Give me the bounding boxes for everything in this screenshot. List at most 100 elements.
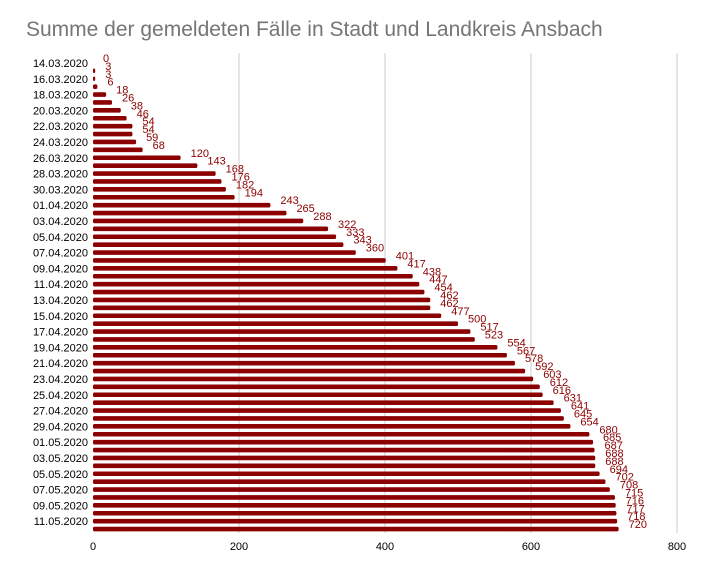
data-label-47: 680 [599, 424, 617, 436]
category-label-48: 01.05.2020 [33, 437, 88, 449]
category-label-10: 24.03.2020 [33, 137, 88, 149]
bar-11 [93, 147, 143, 153]
data-label-39: 592 [535, 361, 553, 373]
data-label-50: 688 [605, 448, 623, 460]
bar-49 [93, 447, 595, 453]
bar-24 [93, 250, 356, 255]
bar-47 [93, 431, 590, 437]
bar-33 [93, 321, 458, 326]
data-label-4: 18 [116, 85, 128, 97]
bar-25 [93, 258, 386, 263]
bar-22 [93, 234, 337, 240]
data-label-57: 717 [626, 503, 644, 515]
data-label-10: 59 [146, 132, 158, 144]
category-label-2: 16.03.2020 [33, 74, 88, 86]
data-label-35: 523 [485, 329, 503, 341]
data-label-2: 3 [105, 69, 111, 81]
x-tick-label-0: 0 [90, 541, 96, 553]
bar-35 [93, 337, 475, 342]
category-label-30: 13.04.2020 [33, 295, 88, 307]
bar-45 [93, 416, 564, 421]
bar-53 [93, 479, 606, 484]
data-label-12: 120 [191, 148, 209, 160]
data-labels: 0336182638465454596812014316817618219424… [103, 53, 647, 531]
bar-2 [93, 76, 96, 82]
category-labels: 14.03.2020 16.03.2020 18.03.2020 20.03.2020… [33, 58, 88, 528]
data-label-51: 688 [605, 456, 623, 468]
bar-18 [93, 202, 271, 208]
x-tick-label-4: 800 [668, 541, 686, 553]
data-label-18: 243 [280, 195, 298, 207]
bar-52 [93, 471, 600, 477]
data-label-52: 694 [610, 464, 628, 476]
data-label-56: 716 [626, 495, 644, 507]
chart-title: Summe der gemeldeten Fälle in Stadt und … [26, 18, 603, 41]
data-label-15: 176 [231, 171, 249, 183]
data-label-8: 54 [142, 116, 154, 128]
data-label-28: 447 [429, 274, 447, 286]
bar-3 [93, 84, 98, 89]
data-label-41: 612 [550, 377, 568, 389]
bar-39 [93, 368, 526, 374]
data-label-34: 517 [480, 322, 498, 334]
bar-8 [93, 123, 133, 129]
bar-55 [93, 495, 615, 500]
data-label-14: 168 [226, 164, 244, 176]
x-tick-labels: 0 200 400 600 800 [90, 541, 686, 553]
data-label-5: 26 [122, 92, 134, 104]
bar-51 [93, 463, 596, 469]
category-label-38: 21.04.2020 [33, 358, 88, 370]
data-label-36: 554 [507, 337, 525, 349]
bar-54 [93, 487, 610, 492]
bar-7 [93, 115, 127, 121]
bar-29 [93, 289, 425, 295]
category-label-32: 15.04.2020 [33, 311, 88, 323]
bar-34 [93, 329, 471, 334]
bar-21 [93, 226, 329, 232]
bar-59 [93, 526, 619, 532]
bar-48 [93, 439, 594, 445]
x-tick-label-1: 200 [230, 541, 248, 553]
bar-27 [93, 273, 413, 279]
category-label-46: 29.04.2020 [33, 421, 88, 433]
bar-38 [93, 360, 515, 366]
data-label-0: 0 [103, 53, 109, 65]
data-label-27: 438 [423, 266, 441, 278]
category-label-42: 25.04.2020 [33, 390, 88, 402]
data-label-7: 46 [137, 108, 149, 120]
category-label-8: 22.03.2020 [33, 121, 88, 133]
bar-36 [93, 345, 498, 350]
category-label-52: 05.05.2020 [33, 469, 88, 481]
category-label-40: 23.04.2020 [33, 374, 88, 386]
data-label-33: 500 [468, 314, 486, 326]
data-label-45: 645 [574, 408, 592, 420]
category-label-6: 20.03.2020 [33, 105, 88, 117]
data-label-44: 641 [571, 401, 589, 413]
data-label-30: 462 [440, 290, 458, 302]
category-label-18: 01.04.2020 [33, 200, 88, 212]
bar-44 [93, 408, 561, 413]
bar-31 [93, 305, 431, 311]
bar-14 [93, 171, 216, 176]
category-label-56: 09.05.2020 [33, 500, 88, 512]
bar-10 [93, 139, 137, 145]
category-label-50: 03.05.2020 [33, 453, 88, 465]
category-label-14: 28.03.2020 [33, 169, 88, 181]
bar-15 [93, 179, 222, 184]
data-label-29: 454 [434, 282, 452, 294]
category-label-24: 07.04.2020 [33, 248, 88, 260]
data-label-58: 718 [627, 511, 645, 523]
category-label-44: 27.04.2020 [33, 406, 88, 418]
bar-5 [93, 100, 112, 105]
bar-41 [93, 384, 540, 390]
category-label-16: 30.03.2020 [33, 184, 88, 196]
bar-19 [93, 210, 287, 216]
bar-32 [93, 313, 442, 319]
data-label-25: 401 [396, 250, 414, 262]
category-label-34: 17.04.2020 [33, 327, 88, 339]
bar-4 [93, 92, 107, 97]
data-label-32: 477 [451, 306, 469, 318]
data-label-37: 567 [517, 345, 535, 357]
data-label-22: 333 [346, 227, 364, 239]
